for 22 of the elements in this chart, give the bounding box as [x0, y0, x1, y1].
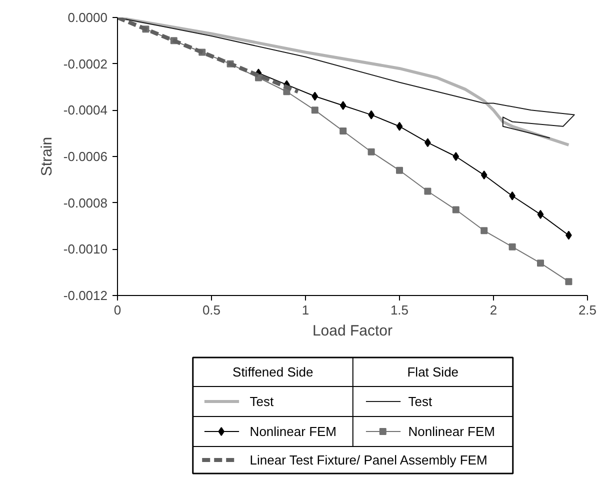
x-tick-label: 1: [302, 302, 310, 318]
y-tick-label: -0.0010: [63, 242, 108, 257]
y-tick-label: -0.0004: [63, 102, 108, 118]
y-tick-label: -0.0002: [63, 56, 108, 72]
x-tick-label: 2: [490, 302, 498, 318]
x-tick-label: 2.5: [578, 302, 597, 318]
y-tick-label: 0.0000: [68, 10, 108, 25]
text: Stiffened Side: [232, 364, 314, 380]
legend-label: Test: [250, 394, 274, 409]
y-tick-label: -0.0008: [63, 195, 108, 210]
text: Flat Side: [407, 364, 459, 380]
legend-label: Linear Test Fixture/ Panel Assembly FEM: [250, 452, 488, 468]
x-tick-label: 0: [114, 302, 122, 318]
y-tick-label: -0.0012: [63, 288, 108, 303]
y-axis-title: Strain: [38, 136, 56, 176]
y-tick-label: -0.0006: [63, 149, 108, 164]
x-tick-label: 0.5: [202, 302, 221, 318]
x-tick-label: 1.5: [390, 302, 409, 318]
legend-label: Test: [408, 394, 432, 409]
legend-label: Nonlinear FEM: [250, 424, 337, 439]
legend-label: Nonlinear FEM: [408, 424, 495, 439]
x-axis-title: Load Factor: [312, 322, 393, 340]
